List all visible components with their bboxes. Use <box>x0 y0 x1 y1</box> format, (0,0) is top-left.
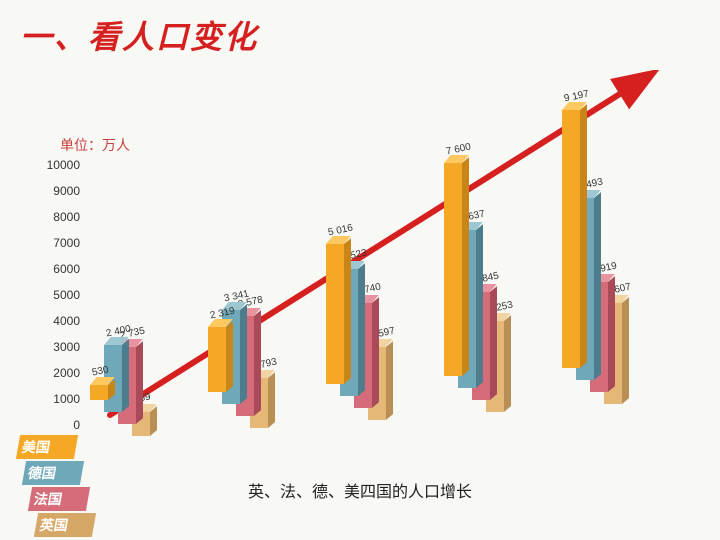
y-tick: 3000 <box>30 340 80 354</box>
y-tick: 0 <box>30 418 80 432</box>
y-tick: 5000 <box>30 288 80 302</box>
bar: 7 600 <box>444 163 462 376</box>
y-tick: 10000 <box>30 158 80 172</box>
bar: 2 319 <box>208 327 226 392</box>
bar: 5 016 <box>326 244 344 384</box>
page-title: 一、看人口变化 <box>20 12 258 58</box>
y-tick: 6000 <box>30 262 80 276</box>
chart-plot: 5302 4002 7358692 3193 3413 5781 7935 01… <box>90 90 680 470</box>
y-axis: 0100020003000400050006000700080009000100… <box>30 165 80 425</box>
bar: 9 197 <box>562 110 580 368</box>
y-tick: 4000 <box>30 314 80 328</box>
y-tick: 1000 <box>30 392 80 406</box>
y-tick: 7000 <box>30 236 80 250</box>
chart-caption: 英、法、德、美四国的人口增长 <box>30 478 690 502</box>
y-tick: 2000 <box>30 366 80 380</box>
country-label: 美国 <box>16 435 78 459</box>
chart-container: 单位：万人 0100020003000400050006000700080009… <box>30 70 690 510</box>
y-tick: 8000 <box>30 210 80 224</box>
country-label: 英国 <box>34 513 96 537</box>
bar: 530 <box>90 385 108 400</box>
y-tick: 9000 <box>30 184 80 198</box>
